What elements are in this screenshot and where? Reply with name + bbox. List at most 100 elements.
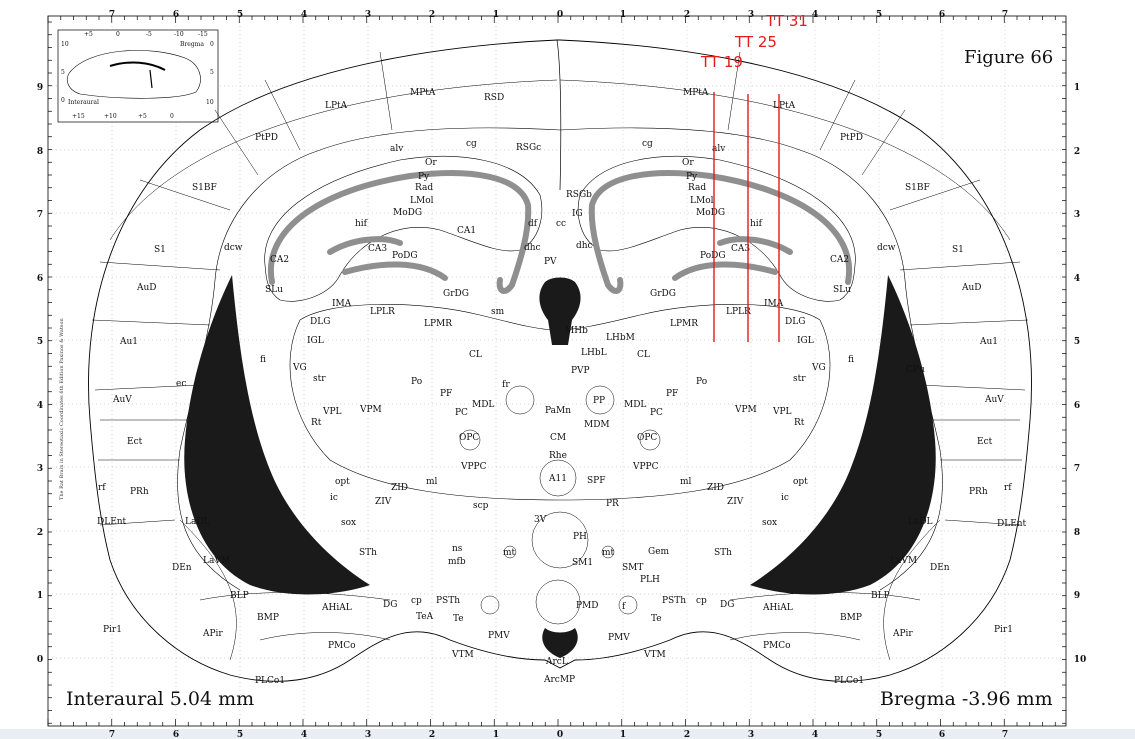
region-label: OPC [459, 433, 479, 443]
axis-bottom-label: 2 [429, 730, 435, 739]
region-label: opt [335, 477, 350, 487]
region-label: IGL [307, 336, 324, 346]
region-label: PtPD [255, 133, 278, 143]
region-label: PMV [608, 633, 630, 643]
region-label: hif [355, 219, 368, 229]
axis-top-label: 6 [173, 10, 179, 20]
axis-top-label: 5 [237, 10, 243, 20]
region-label: AuV [984, 395, 1004, 405]
region-label: rf [98, 483, 106, 493]
axis-bottom-label: 5 [876, 730, 882, 739]
region-label: PSTh [662, 596, 686, 606]
region-label: S1BF [192, 183, 217, 193]
region-label: Or [682, 158, 694, 168]
region-label: PaMn [545, 406, 571, 416]
axis-left-label: 1 [37, 591, 43, 601]
axis-bottom-label: 6 [939, 730, 945, 739]
region-label: Rhe [549, 451, 567, 461]
inset-top-tick: -15 [198, 31, 208, 38]
axis-left-label: 6 [37, 274, 43, 284]
region-label: ic [330, 493, 338, 503]
region-label: CL [637, 350, 650, 360]
region-label: PF [666, 389, 678, 399]
axis-top-label: 5 [876, 10, 882, 20]
region-label: Pir1 [994, 625, 1013, 635]
region-label: MoDG [696, 208, 725, 218]
region-label: LPtA [773, 101, 796, 111]
inset-right-tick: 5 [210, 69, 214, 76]
axis-right-label: 5 [1074, 337, 1080, 347]
cortex-layer-arc-right [559, 79, 1011, 241]
inset-bottom-tick: +5 [138, 113, 147, 120]
inset-left-tick: 10 [61, 41, 69, 48]
figure-label: Figure 66 [964, 47, 1053, 68]
pyramidal-layer-right [588, 170, 853, 294]
region-label: SLu [265, 285, 283, 295]
region-label: PSTh [436, 596, 460, 606]
region-label: LHbM [606, 333, 635, 343]
coronal-section [88, 39, 1032, 682]
region-label: DLG [785, 317, 805, 327]
region-label: Gem [648, 547, 670, 557]
inset-right-tick: 10 [206, 99, 214, 106]
inset-brain-outline [67, 50, 201, 99]
region-label: Te [651, 614, 662, 624]
region-label: SMT [622, 563, 643, 573]
inset-bregma-label: Bregma [180, 41, 204, 48]
axis-right-label: 4 [1074, 274, 1080, 284]
region-label: LaVM [203, 556, 230, 566]
inset-top-tick: +5 [84, 31, 93, 38]
region-label: AHiAL [762, 603, 793, 613]
region-label: ns [452, 544, 463, 554]
axis-right-label: 2 [1074, 147, 1080, 157]
region-label: APir [892, 629, 913, 639]
region-label: dcw [224, 243, 243, 253]
region-label: opt [793, 477, 808, 487]
axis-right-label: 8 [1074, 528, 1080, 538]
region-label: PC [650, 408, 663, 418]
third-ventricle-dorsal [539, 277, 581, 345]
axis-left-label: 4 [37, 401, 43, 411]
region-label: RSGb [566, 190, 592, 200]
axis-right-label: 3 [1074, 210, 1080, 220]
region-label: AHiAL [321, 603, 352, 613]
midline [556, 39, 562, 191]
nucleus-outline [639, 429, 661, 451]
axis-right-label: 9 [1074, 591, 1080, 601]
nucleus-outline [459, 429, 481, 451]
region-label: rf [1004, 483, 1012, 493]
region-label: VPPC [632, 462, 659, 472]
tetrode-label-tt19: TT 19 [700, 53, 743, 71]
region-label: LPMR [424, 319, 452, 329]
region-label: ZIV [375, 497, 392, 507]
axis-top-label: 3 [365, 10, 371, 20]
region-label: AuD [136, 283, 157, 293]
axis-left-label: 2 [37, 528, 43, 538]
region-label: CL [469, 350, 482, 360]
region-label: GrDG [443, 289, 469, 299]
axis-left-labels: 9 8 7 6 5 4 3 2 1 0 [37, 83, 43, 665]
region-label: DLEnt [97, 517, 127, 527]
region-label: MDL [624, 400, 646, 410]
region-label: VPPC [460, 462, 487, 472]
axis-bottom-label: 7 [109, 730, 115, 739]
region-label: ArcL [545, 657, 568, 667]
region-label: PMD [576, 601, 599, 611]
region-label: IMA [764, 299, 784, 309]
nucleus-outline [505, 385, 535, 415]
region-label: MHb [565, 326, 588, 336]
cortex-layer-arc [109, 79, 558, 241]
region-label: fi [848, 355, 854, 365]
mt-outline [503, 545, 517, 559]
region-label: VPL [322, 407, 342, 417]
inset-bottom-tick: 0 [170, 113, 174, 120]
inset-left-tick: 5 [61, 69, 65, 76]
lateral-dark-region-right [750, 275, 936, 595]
region-label: RSD [484, 93, 504, 103]
region-label: ZID [707, 483, 724, 493]
region-label: IG [572, 209, 583, 219]
axis-bottom-label: 1 [620, 730, 626, 739]
region-label: CA3 [731, 244, 750, 254]
region-label: Or [425, 158, 437, 168]
region-label: MoDG [393, 208, 422, 218]
